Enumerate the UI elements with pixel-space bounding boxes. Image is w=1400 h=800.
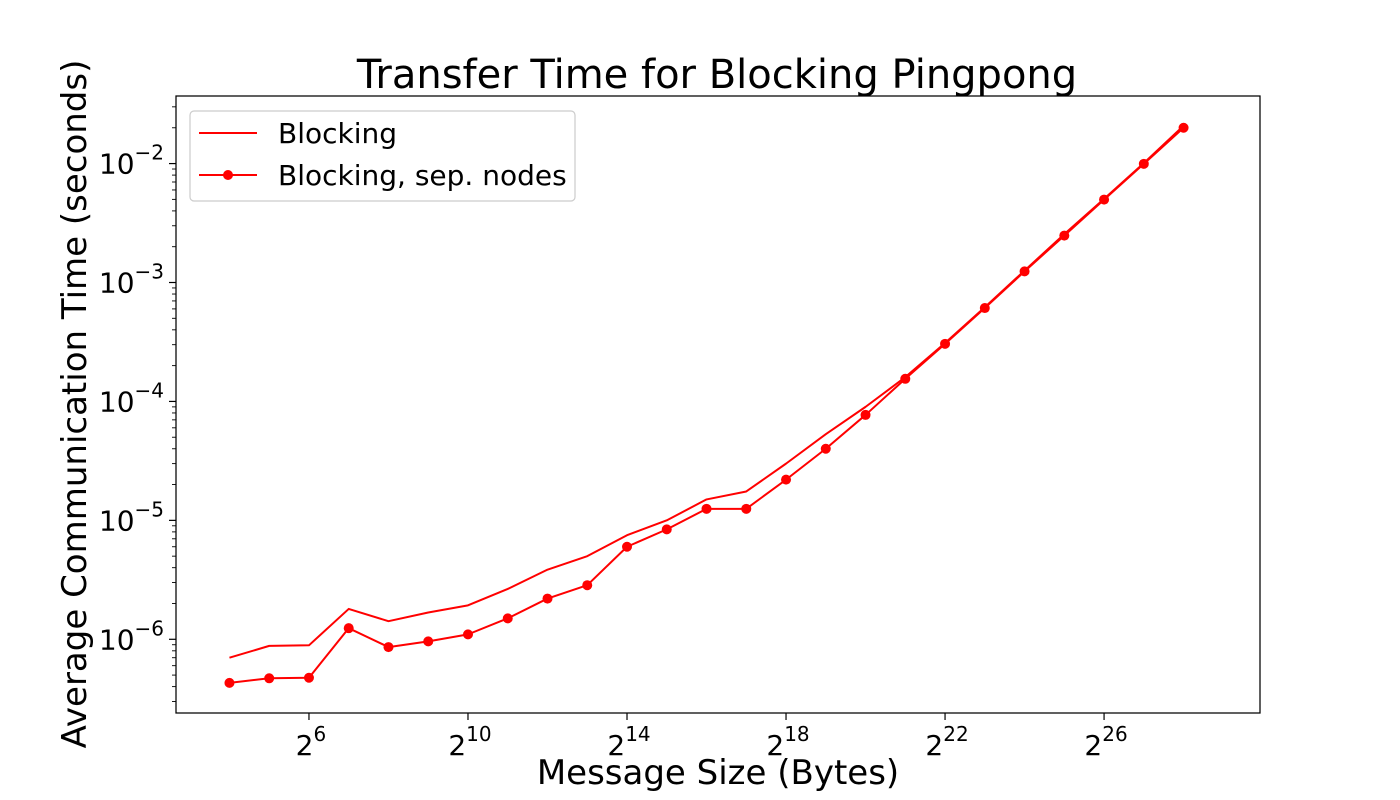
data-point: [860, 409, 871, 420]
y-axis: 10−610−510−410−310−2: [99, 106, 176, 702]
series-line-1: [229, 127, 1185, 684]
data-point: [582, 580, 593, 591]
y-tick-base: 10: [99, 385, 135, 418]
y-tick-label: 10−2: [99, 141, 164, 181]
data-point: [224, 677, 235, 688]
x-tick-base: 2: [766, 729, 784, 762]
plot-area: [175, 95, 1261, 714]
y-tick-exponent: −2: [135, 141, 164, 165]
x-tick-exponent: 14: [625, 722, 650, 746]
y-tick-exponent: −6: [135, 616, 164, 640]
data-point: [781, 474, 792, 485]
data-point: [1138, 158, 1149, 169]
data-point: [1019, 266, 1030, 277]
data-point: [264, 673, 275, 684]
legend-label-blocking-sep-nodes: Blocking, sep. nodes: [278, 159, 567, 192]
y-tick-base: 10: [99, 148, 135, 181]
y-tick-exponent: −3: [135, 260, 164, 284]
data-point: [502, 613, 513, 624]
y-tick-exponent: −4: [135, 378, 164, 402]
x-tick-exponent: 6: [314, 722, 327, 746]
x-tick-label: 214: [607, 722, 650, 762]
y-tick-exponent: −5: [135, 497, 164, 521]
x-tick-exponent: 26: [1102, 722, 1127, 746]
legend-entry-blocking-sep-nodes: Blocking, sep. nodes: [199, 159, 567, 192]
x-axis: 26 210 214 218 222 226: [296, 713, 1128, 762]
data-point: [661, 524, 672, 535]
x-tick-base: 2: [1084, 729, 1102, 762]
y-tick-base: 10: [99, 267, 135, 300]
y-tick-label: 10−6: [99, 616, 164, 656]
legend-box: [189, 110, 576, 202]
data-point: [303, 672, 314, 683]
x-tick-label: 218: [766, 722, 809, 762]
x-tick-base: 2: [607, 729, 625, 762]
x-tick-exponent: 22: [943, 722, 968, 746]
data-point: [940, 338, 951, 349]
series-layer: [224, 122, 1189, 688]
y-tick-base: 10: [99, 623, 135, 656]
x-tick-base: 2: [448, 729, 466, 762]
data-point: [741, 503, 752, 514]
data-point: [542, 593, 553, 604]
axes-frame: [175, 95, 1261, 714]
legend: Blocking Blocking, sep. nodes: [189, 110, 576, 202]
data-point: [462, 629, 473, 640]
x-tick-label: 222: [925, 722, 968, 762]
x-tick-exponent: 18: [784, 722, 809, 746]
data-point: [1099, 194, 1110, 205]
y-tick-label: 10−4: [99, 378, 164, 418]
data-point: [979, 303, 990, 314]
x-tick-base: 2: [296, 729, 314, 762]
y-tick-label: 10−5: [99, 497, 164, 537]
data-point: [343, 623, 354, 634]
data-point: [423, 636, 434, 647]
x-tick-label: 210: [448, 722, 491, 762]
x-tick-base: 2: [925, 729, 943, 762]
series-line-0: [229, 125, 1185, 659]
data-point: [383, 642, 394, 653]
y-tick-label: 10−3: [99, 260, 164, 300]
data-point: [900, 373, 911, 384]
data-point: [622, 541, 633, 552]
data-point: [1178, 122, 1189, 133]
x-axis-label: Message Size (Bytes): [537, 753, 899, 793]
data-point: [1059, 230, 1070, 241]
y-tick-base: 10: [99, 504, 135, 537]
chart-title: Transfer Time for Blocking Pingpong: [356, 52, 1077, 98]
x-tick-label: 226: [1084, 722, 1127, 762]
legend-label-blocking: Blocking: [278, 117, 397, 150]
x-tick-exponent: 10: [466, 722, 491, 746]
legend-entry-blocking: Blocking: [199, 117, 397, 150]
data-point: [701, 503, 712, 514]
data-point: [820, 443, 831, 454]
legend-marker-blocking-sep-nodes: [223, 170, 233, 180]
x-tick-label: 26: [296, 722, 327, 762]
y-axis-label: Average Communication Time (seconds): [55, 60, 95, 749]
